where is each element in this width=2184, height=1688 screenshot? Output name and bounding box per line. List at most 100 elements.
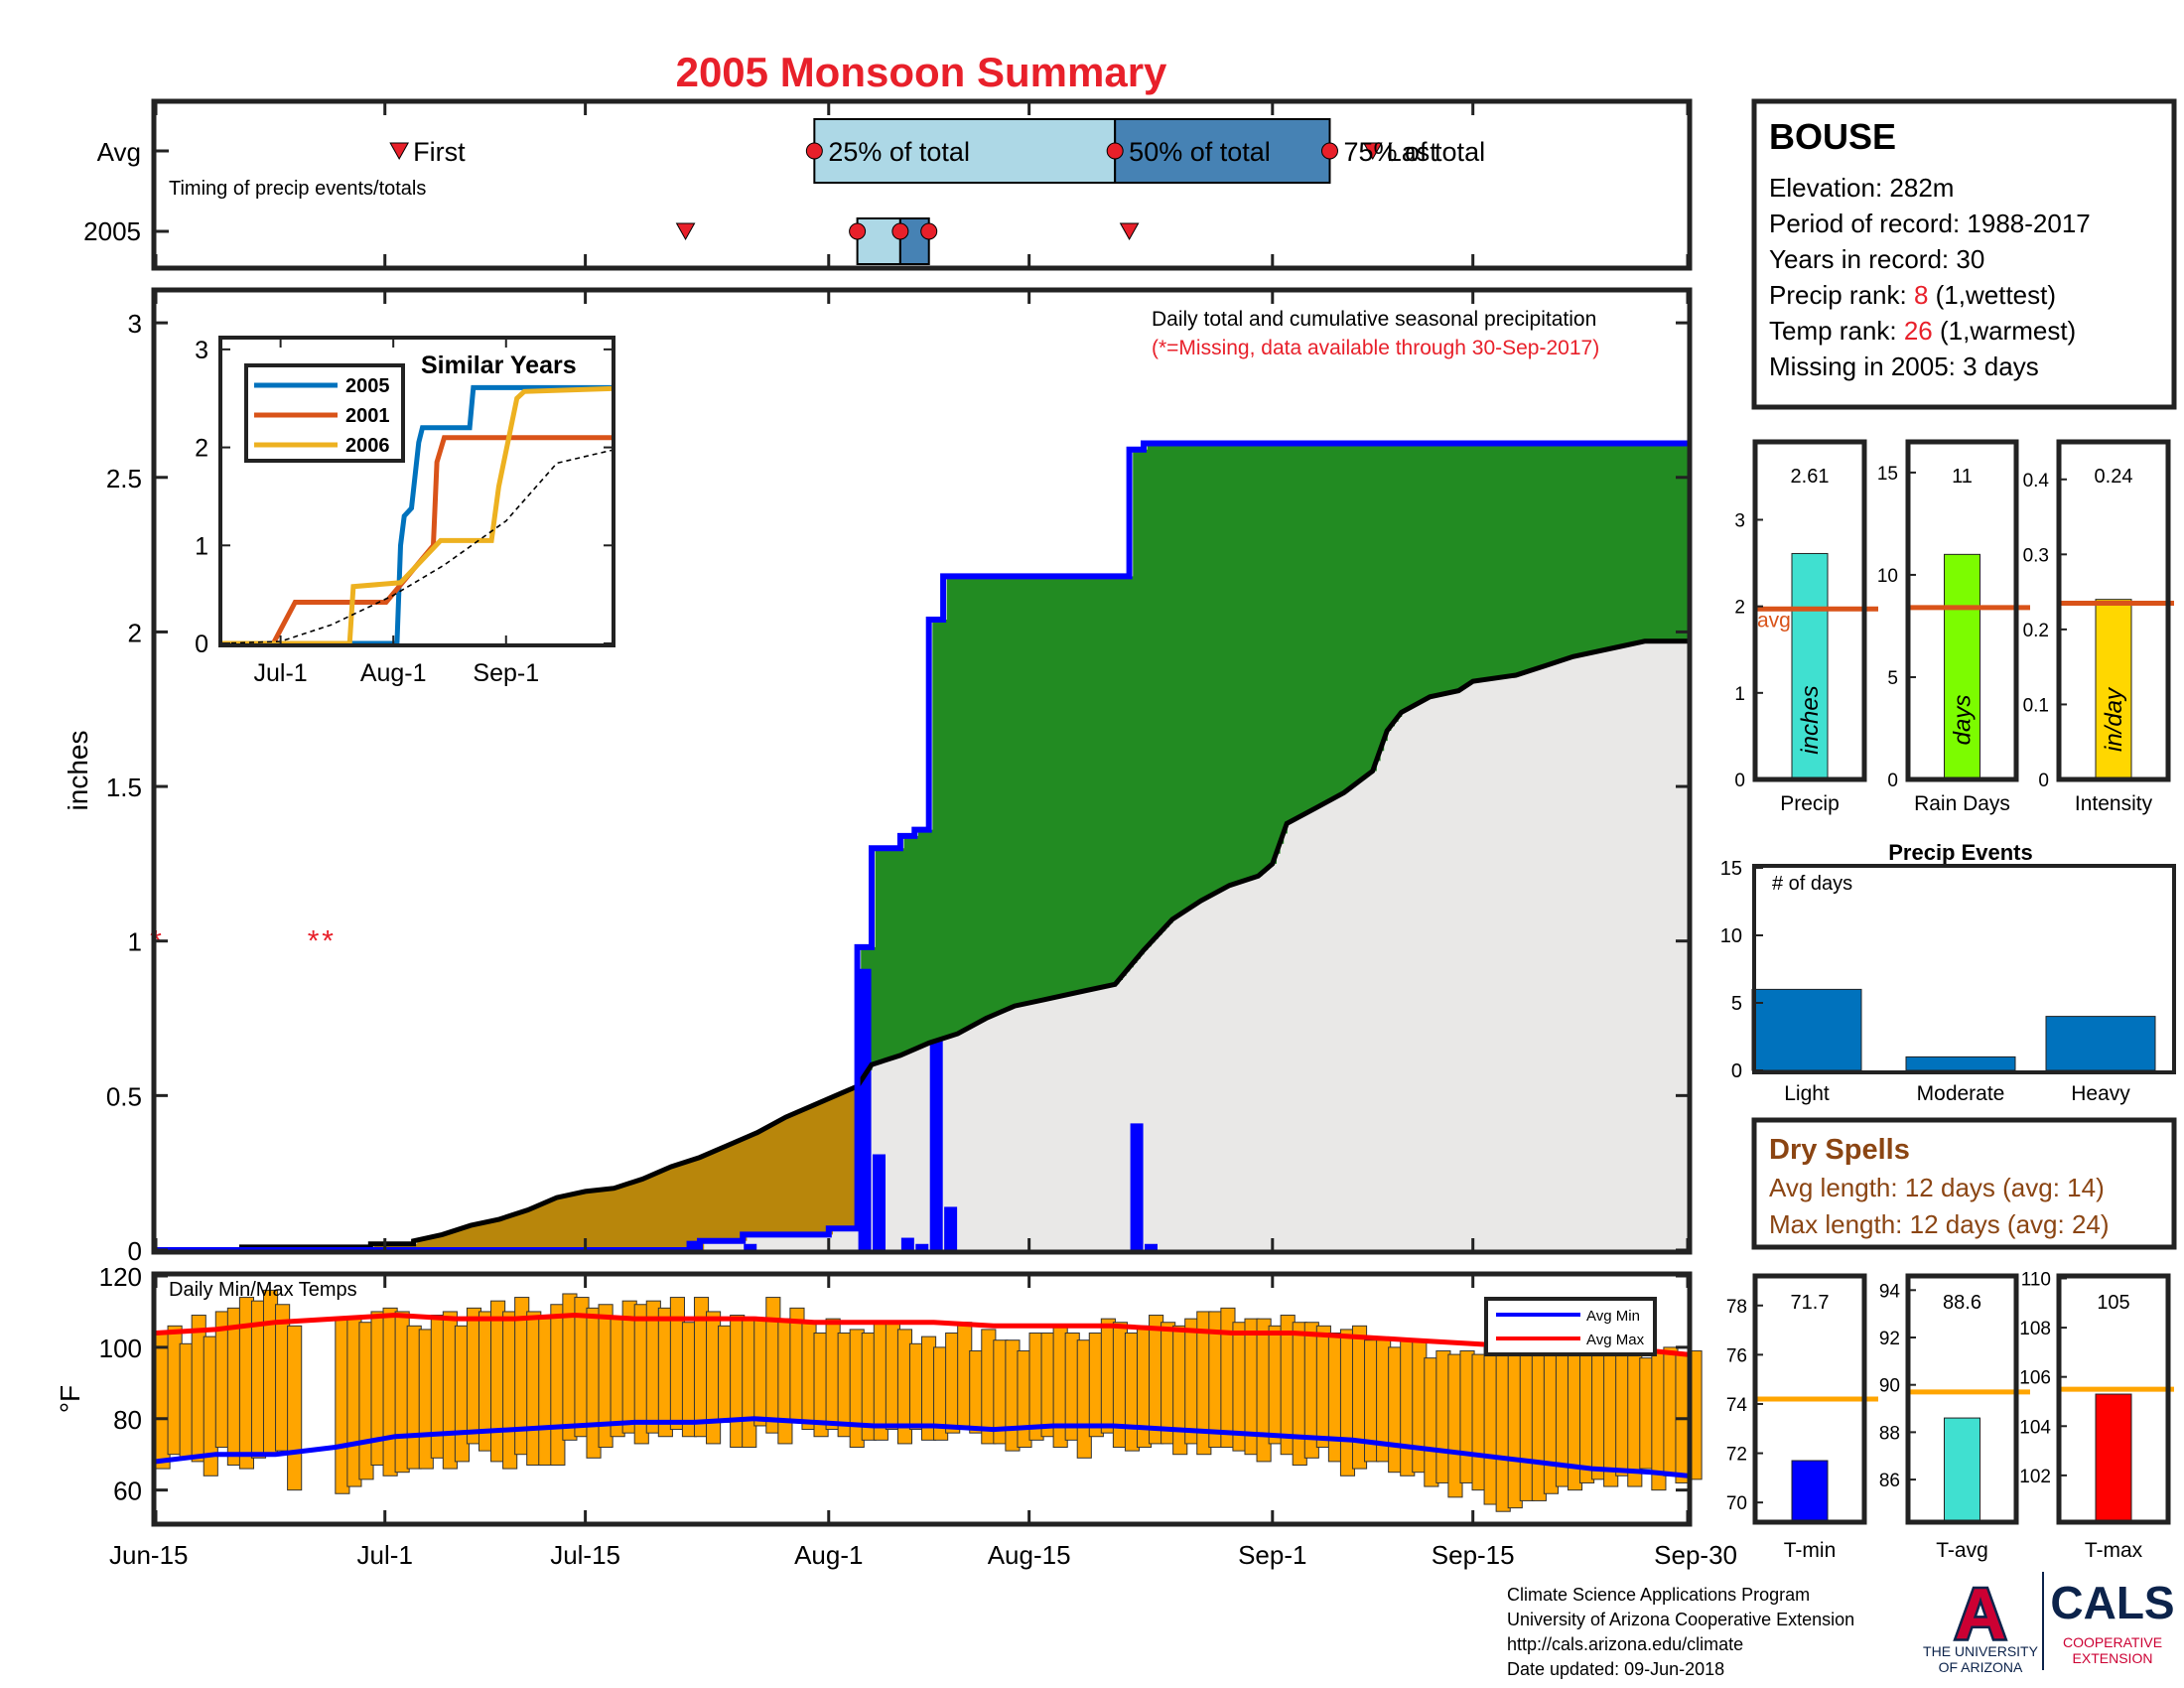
avg-50-marker <box>1106 142 1124 160</box>
temps-y-tick-label: 60 <box>113 1477 142 1506</box>
temp-stat-bar-tavg <box>1944 1417 1980 1523</box>
legend-avg-max-label: Avg Max <box>1586 1332 1645 1348</box>
stat-y-tick-label: 0 <box>2038 771 2049 791</box>
temp-stat-y-tick-label: 102 <box>2019 1467 2051 1487</box>
avg-50-75-box <box>1114 118 1331 184</box>
temp-stat-frame-tmax <box>2056 1273 2171 1525</box>
temp-stat-frame-tavg <box>1905 1273 2019 1525</box>
daily-precip-bar <box>873 1154 887 1250</box>
station-period: Period of record: 1988-2017 <box>1769 209 2091 238</box>
temp-stat-y-tick-label: 86 <box>1879 1471 1900 1491</box>
precip-rank-value: 8 <box>1914 280 1928 310</box>
daily-precip-bar <box>744 1243 757 1250</box>
temp-stat-y-tick-label: 106 <box>2019 1368 2051 1389</box>
daily-precip-bar <box>944 1206 958 1250</box>
page-title: 2005 Monsoon Summary <box>676 49 1167 95</box>
cumulative-2005-line <box>156 440 1688 1253</box>
daily-temp-bar <box>287 1325 303 1491</box>
temp-stat-label-tmin: T-min <box>1784 1539 1837 1562</box>
station-info-frame <box>1751 98 2177 410</box>
y-tick-label: 0.5 <box>106 1081 142 1111</box>
stat-label-precip: Precip <box>1780 792 1840 815</box>
cals-logo: CALS COOPERATIVE EXTENSION <box>2050 1577 2174 1666</box>
missing-data-marker: * <box>308 925 320 958</box>
temps-y-tick-label: 100 <box>99 1334 142 1363</box>
stat-y-tick-label: 2 <box>1734 598 1745 619</box>
temps-legend-box <box>1484 1297 1657 1356</box>
stat-label-intensity: Intensity <box>2075 792 2153 815</box>
temp-stat-bar-tmax <box>2095 1393 2132 1523</box>
stat-y-tick-label: 1 <box>1734 684 1745 705</box>
daily-precip-bar <box>1130 1123 1144 1250</box>
avg-first-marker <box>389 142 410 161</box>
temps-y-axis-label: °F <box>55 1385 85 1413</box>
station-name: BOUSE <box>1769 116 1896 157</box>
precip-chart-title: Daily total and cumulative seasonal prec… <box>1152 308 1596 331</box>
x-tick-label: Jul-15 <box>550 1540 620 1570</box>
station-missing: Missing in 2005: 3 days <box>1769 352 2039 381</box>
inset-legend: 2005 2001 2006 <box>244 363 405 463</box>
x-tick-label: Jul-1 <box>357 1540 413 1570</box>
temps-panel: Daily Min/Max Temps °F 60 80 100 120 Jun-15 J… <box>55 1262 1737 1570</box>
ua-logo-line-2: OF ARIZONA <box>1939 1659 2023 1675</box>
cals-logo-line-1: COOPERATIVE <box>2063 1634 2162 1650</box>
dry-spells-avg-length: Avg length: 12 days (avg: 14) <box>1769 1173 2105 1202</box>
events-y-tick-label: 15 <box>1720 858 1742 880</box>
footer-line-4: Date updated: 09-Jun-2018 <box>1507 1659 1724 1679</box>
stat-frame-precip <box>1752 439 1867 782</box>
temps-legend: Avg Min Avg Max <box>1484 1297 1657 1356</box>
timing-panel-frame <box>151 98 1693 271</box>
daily-precip-bar <box>929 1040 943 1250</box>
events-y-tick-label: 10 <box>1720 925 1742 947</box>
avg-25-label: 25% of total <box>828 137 970 167</box>
temp-rank-label: Temp rank: <box>1769 316 1904 346</box>
legend-avg-min-label: Avg Min <box>1586 1308 1640 1325</box>
temp-rank-value: 26 <box>1904 316 1933 346</box>
stat-y-tick-label: 0 <box>1887 771 1898 791</box>
daily-precip-bar <box>1145 1243 1158 1250</box>
stat-unit-precip: inches <box>1797 685 1824 754</box>
temp-stat-label-tmax: T-max <box>2085 1539 2143 1562</box>
x-tick-label: Jun-15 <box>109 1540 189 1570</box>
temps-panel-frame <box>151 1271 1693 1527</box>
temps-y-tick-label: 80 <box>113 1405 142 1435</box>
station-precip-rank: Precip rank: 8 (1,wettest) <box>1769 280 2056 310</box>
avg-cumulative-area <box>156 640 1688 1250</box>
avg-max-temp-line <box>155 1312 1689 1357</box>
events-bar <box>1751 988 1862 1071</box>
temp-stat-value-tmin: 71.7 <box>1791 1292 1830 1314</box>
inset-legend-label-2005: 2005 <box>345 375 390 397</box>
temp-stat-bar-tmin <box>1791 1460 1829 1523</box>
temp-stat-panel-tavg: 88.6 T-avg 86 88 90 92 94 <box>1879 1273 2030 1562</box>
station-years: Years in record: 30 <box>1769 244 1984 274</box>
events-y-tick-label: 5 <box>1731 993 1742 1015</box>
inset-title: Similar Years <box>421 352 577 379</box>
station-temp-rank: Temp rank: 26 (1,warmest) <box>1769 316 2076 346</box>
inset-y-tick-label: 2 <box>195 435 208 463</box>
stat-value-intensity: 0.24 <box>2095 466 2133 488</box>
2005-50-marker <box>891 222 909 240</box>
inset-x-tick-label: Aug-1 <box>360 659 427 687</box>
inset-line-avg <box>221 449 613 644</box>
inset-legend-label-2001: 2001 <box>345 405 390 427</box>
temp-stat-y-tick-label: 78 <box>1726 1297 1747 1318</box>
temp-stat-label-tavg: T-avg <box>1936 1539 1988 1562</box>
stat-y-tick-label: 0 <box>1734 771 1745 791</box>
temp-stat-value-tmax: 105 <box>2097 1292 2129 1314</box>
footer-line-3: http://cals.arizona.edu/climate <box>1507 1634 1743 1654</box>
inset-y-tick-label: 1 <box>195 532 208 560</box>
precip-rank-label: Precip rank: <box>1769 280 1914 310</box>
timing-panel: Avg 2005 Timing of precip events/totals … <box>83 98 1693 271</box>
avg-last-marker <box>1362 142 1383 161</box>
dry-spells-max-length: Max length: 12 days (avg: 24) <box>1769 1209 2110 1239</box>
dry-spells-title: Dry Spells <box>1769 1134 1910 1166</box>
inset-legend-label-2006: 2006 <box>345 435 390 457</box>
2005-25-50-box <box>856 217 901 265</box>
inset-y-tick-label: 0 <box>195 631 208 658</box>
avg-75-label: 75% of total <box>1343 137 1485 167</box>
y-tick-label: 1 <box>128 927 142 957</box>
y-tick-label: 0 <box>128 1236 142 1266</box>
stat-avg-label: avg <box>1757 609 1791 632</box>
stat-label-raindays: Rain Days <box>1914 792 2010 815</box>
